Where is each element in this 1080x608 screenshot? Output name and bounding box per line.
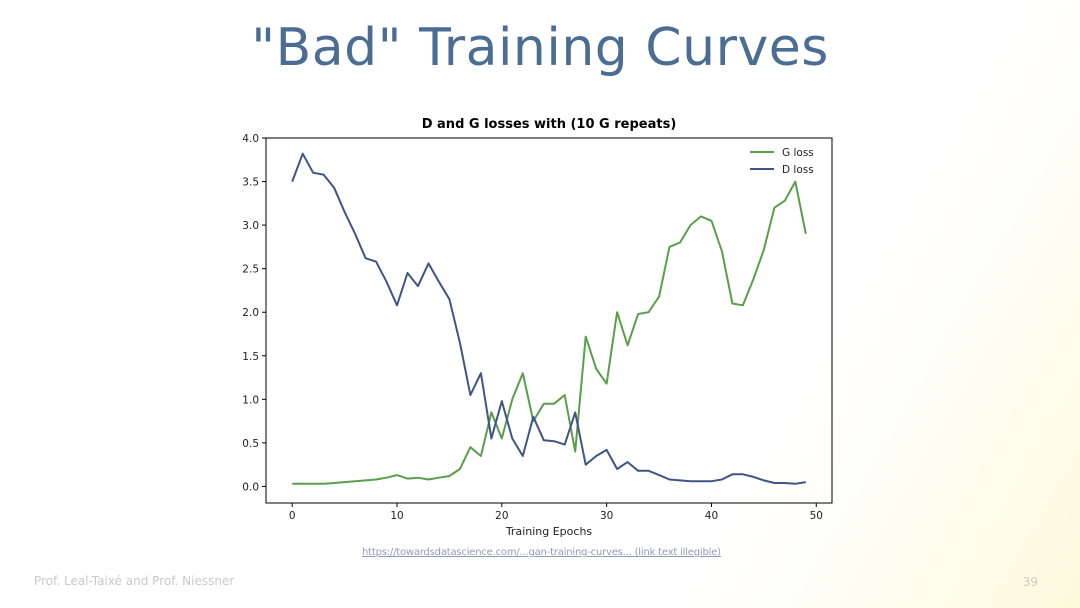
y-tick-label: 1.5 (242, 351, 259, 363)
slide-title: "Bad" Training Curves (251, 18, 829, 78)
source-link[interactable]: https://towardsdatascience.com/...gan-tr… (362, 547, 721, 558)
y-tick-label: 3.0 (242, 220, 259, 232)
y-tick-label: 2.0 (242, 307, 259, 319)
series-line-g-loss (292, 180, 807, 485)
page-number: 39 (1022, 575, 1038, 589)
legend-label: G loss (782, 147, 814, 159)
y-tick-label: 3.5 (242, 177, 259, 189)
y-tick-label: 2.5 (242, 264, 259, 276)
x-tick-label: 20 (495, 510, 508, 522)
loss-chart-svg: D and G losses with (10 G repeats) 0.0 0.5… (242, 117, 833, 538)
y-tick-label: 4.0 (242, 133, 259, 145)
x-tick-label: 0 (289, 510, 296, 522)
x-axis-label: Training Epochs (505, 525, 593, 538)
chart-title: D and G losses with (10 G repeats) (422, 117, 677, 132)
x-tick-label: 50 (810, 510, 823, 522)
y-tick-label: 0.5 (242, 438, 259, 450)
y-tick-label: 1.0 (242, 394, 259, 406)
footer-authors: Prof. Leal-Taixé and Prof. Niessner (34, 574, 235, 588)
legend: G loss D loss (750, 147, 814, 176)
legend-label: D loss (782, 164, 814, 176)
plot-frame (265, 137, 833, 504)
x-tick-label: 40 (705, 510, 718, 522)
y-tick-label: 0.0 (242, 481, 259, 493)
series-line-d-loss (291, 152, 806, 485)
x-tick-label: 10 (390, 510, 403, 522)
loss-chart: D and G losses with (10 G repeats) 0.0 0.5… (230, 110, 840, 545)
x-tick-label: 30 (600, 510, 613, 522)
